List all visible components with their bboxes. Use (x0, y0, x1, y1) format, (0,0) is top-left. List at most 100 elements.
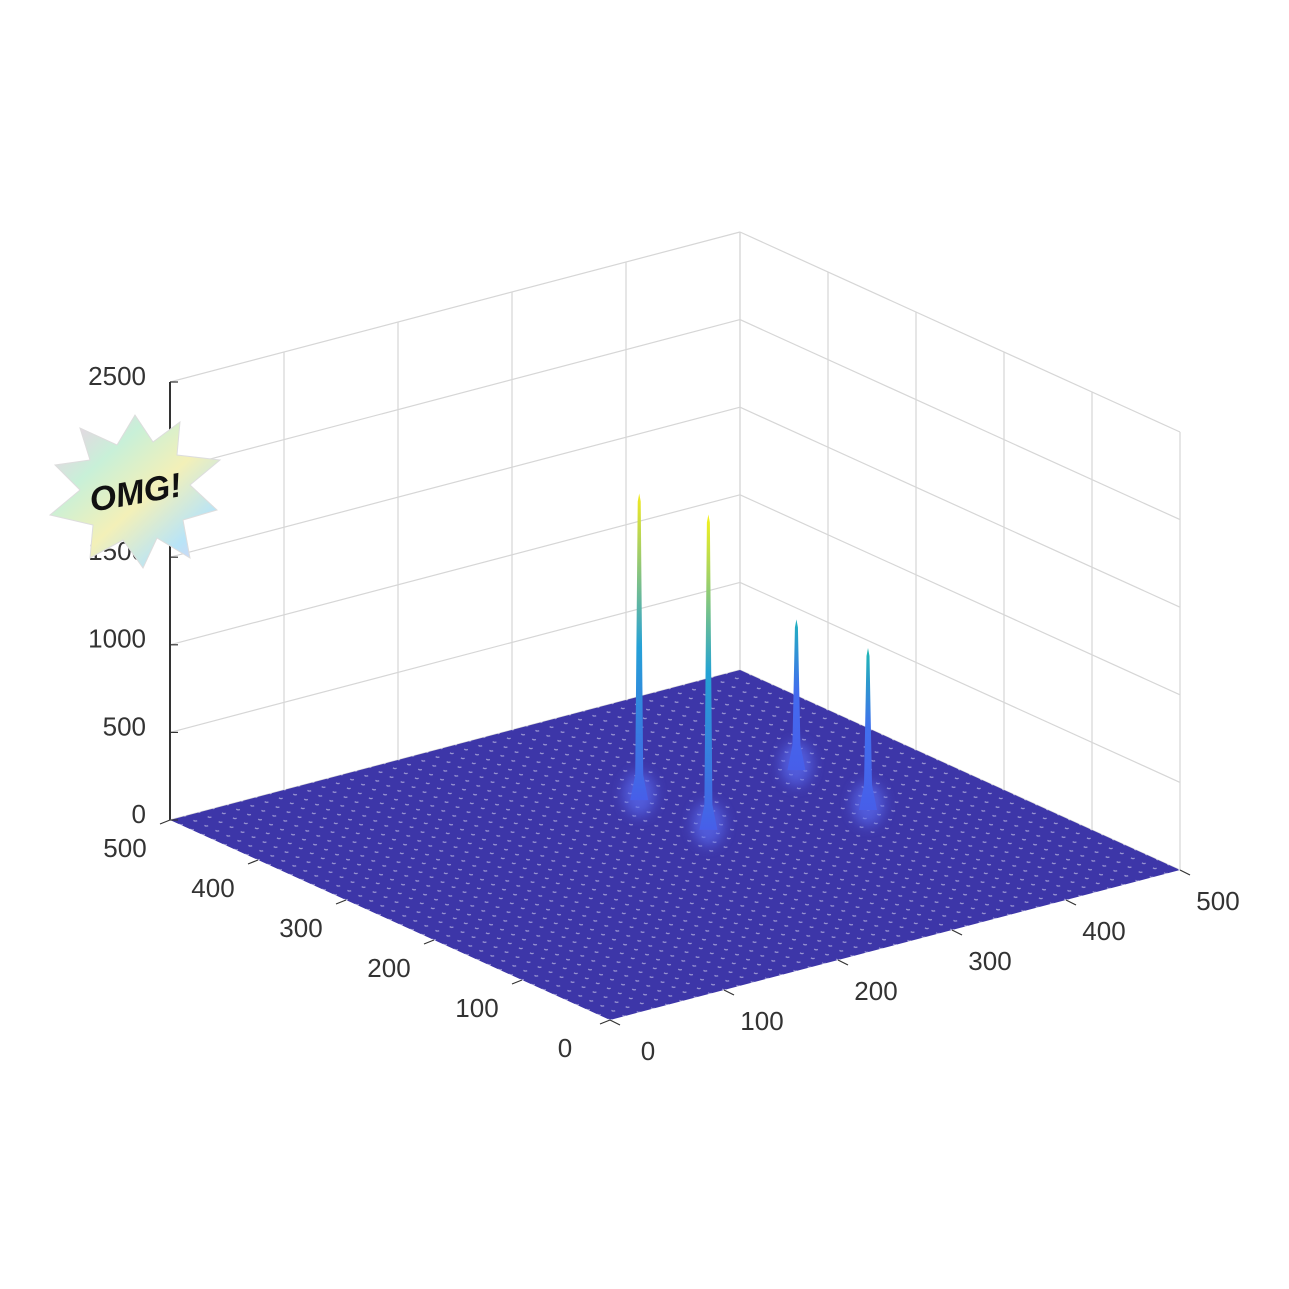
mesh-line (323, 739, 895, 891)
z-tick-label: 500 (103, 711, 146, 741)
peaks (623, 493, 884, 846)
mesh-line (240, 800, 682, 1002)
mesh-line (235, 699, 807, 851)
y-tick-label: 100 (455, 993, 498, 1023)
y-tick-label: 500 (103, 833, 146, 863)
mesh-line (696, 680, 1138, 882)
surface (169, 669, 1181, 1021)
mesh-line (354, 770, 796, 972)
mesh-line (290, 724, 862, 876)
mesh-line (312, 734, 884, 886)
mesh-line (598, 864, 1170, 1016)
mesh-line (400, 774, 972, 926)
mesh-line (554, 718, 996, 920)
mesh-line (711, 676, 1152, 879)
grid-line (169, 231, 741, 383)
mesh-line (312, 781, 753, 984)
mesh-line (226, 804, 668, 1006)
mesh-line (739, 669, 1181, 871)
mesh-line (565, 849, 1137, 1001)
mesh-line (540, 721, 981, 924)
mesh-line (488, 814, 1060, 966)
mesh-line (224, 694, 796, 846)
z-tick-label: 1000 (88, 624, 146, 654)
mesh-line (499, 819, 1071, 971)
mesh-line (356, 754, 928, 906)
peak (787, 619, 806, 771)
x-tick-label: 200 (854, 976, 897, 1006)
mesh-line (367, 759, 939, 911)
mesh-line (191, 679, 763, 831)
sticker-star (48, 414, 222, 569)
tick-mark (609, 1019, 621, 1026)
mesh-line (283, 789, 725, 991)
mesh-line (340, 774, 782, 976)
tick-mark (423, 939, 435, 945)
mesh-line (268, 714, 840, 866)
tick-mark (247, 859, 259, 865)
mesh-line (180, 674, 752, 826)
z-tick-label: 2500 (88, 361, 146, 391)
mesh-line (582, 710, 1024, 912)
tick-mark (837, 959, 849, 966)
mesh-line (568, 714, 1010, 916)
mesh-line (426, 751, 867, 954)
mesh-line (511, 729, 953, 931)
mesh-line (389, 769, 961, 921)
y-tick-label: 400 (191, 873, 234, 903)
grid-line (739, 494, 1181, 696)
mesh-line (455, 799, 1027, 951)
mesh-line (440, 748, 882, 950)
grid-line (739, 581, 1181, 783)
mesh-line (725, 673, 1167, 875)
mesh-line (198, 811, 639, 1014)
mesh-line (169, 669, 741, 821)
mesh-line (269, 793, 711, 995)
peak (859, 647, 877, 810)
mesh-line (301, 729, 873, 881)
mesh-line (554, 844, 1126, 996)
mesh-line (183, 815, 625, 1017)
mesh-line (383, 763, 825, 965)
mesh-line (609, 869, 1181, 1021)
x-tick-label: 400 (1082, 916, 1125, 946)
mesh-line (345, 749, 917, 901)
mesh-line (411, 755, 853, 957)
mesh-line (433, 789, 1005, 941)
mesh-line (444, 794, 1016, 946)
mesh-line (169, 819, 611, 1021)
mesh-line (378, 764, 950, 916)
mesh-line (334, 744, 906, 896)
grid-line (739, 319, 1181, 521)
mesh-line (597, 706, 1038, 909)
mesh-line (668, 688, 1110, 890)
mesh-line (576, 854, 1148, 1006)
mesh-line (611, 703, 1053, 905)
peak (630, 493, 649, 801)
mesh-line (297, 785, 739, 987)
mesh-line (477, 809, 1049, 961)
grid-line (169, 406, 741, 558)
mesh-line (213, 689, 785, 841)
mesh-line (422, 784, 994, 936)
mesh-line (397, 759, 839, 961)
surface-floor (170, 670, 1180, 1020)
mesh-line (532, 834, 1104, 986)
y-tick-label: 300 (279, 913, 322, 943)
tick-mark (511, 979, 523, 985)
mesh-line (525, 725, 967, 927)
grid-line (739, 406, 1181, 608)
tick-mark (335, 899, 347, 905)
mesh-line (625, 699, 1067, 901)
mesh-line (369, 766, 810, 969)
mesh-line (466, 804, 1038, 956)
mesh-line (279, 719, 851, 871)
mesh-line (202, 684, 774, 836)
peak (699, 514, 718, 830)
mesh-line (543, 839, 1115, 991)
mesh-line (326, 778, 768, 980)
y-tick-label: 200 (367, 953, 410, 983)
tick-mark (1179, 869, 1191, 876)
tick-mark (951, 929, 963, 936)
